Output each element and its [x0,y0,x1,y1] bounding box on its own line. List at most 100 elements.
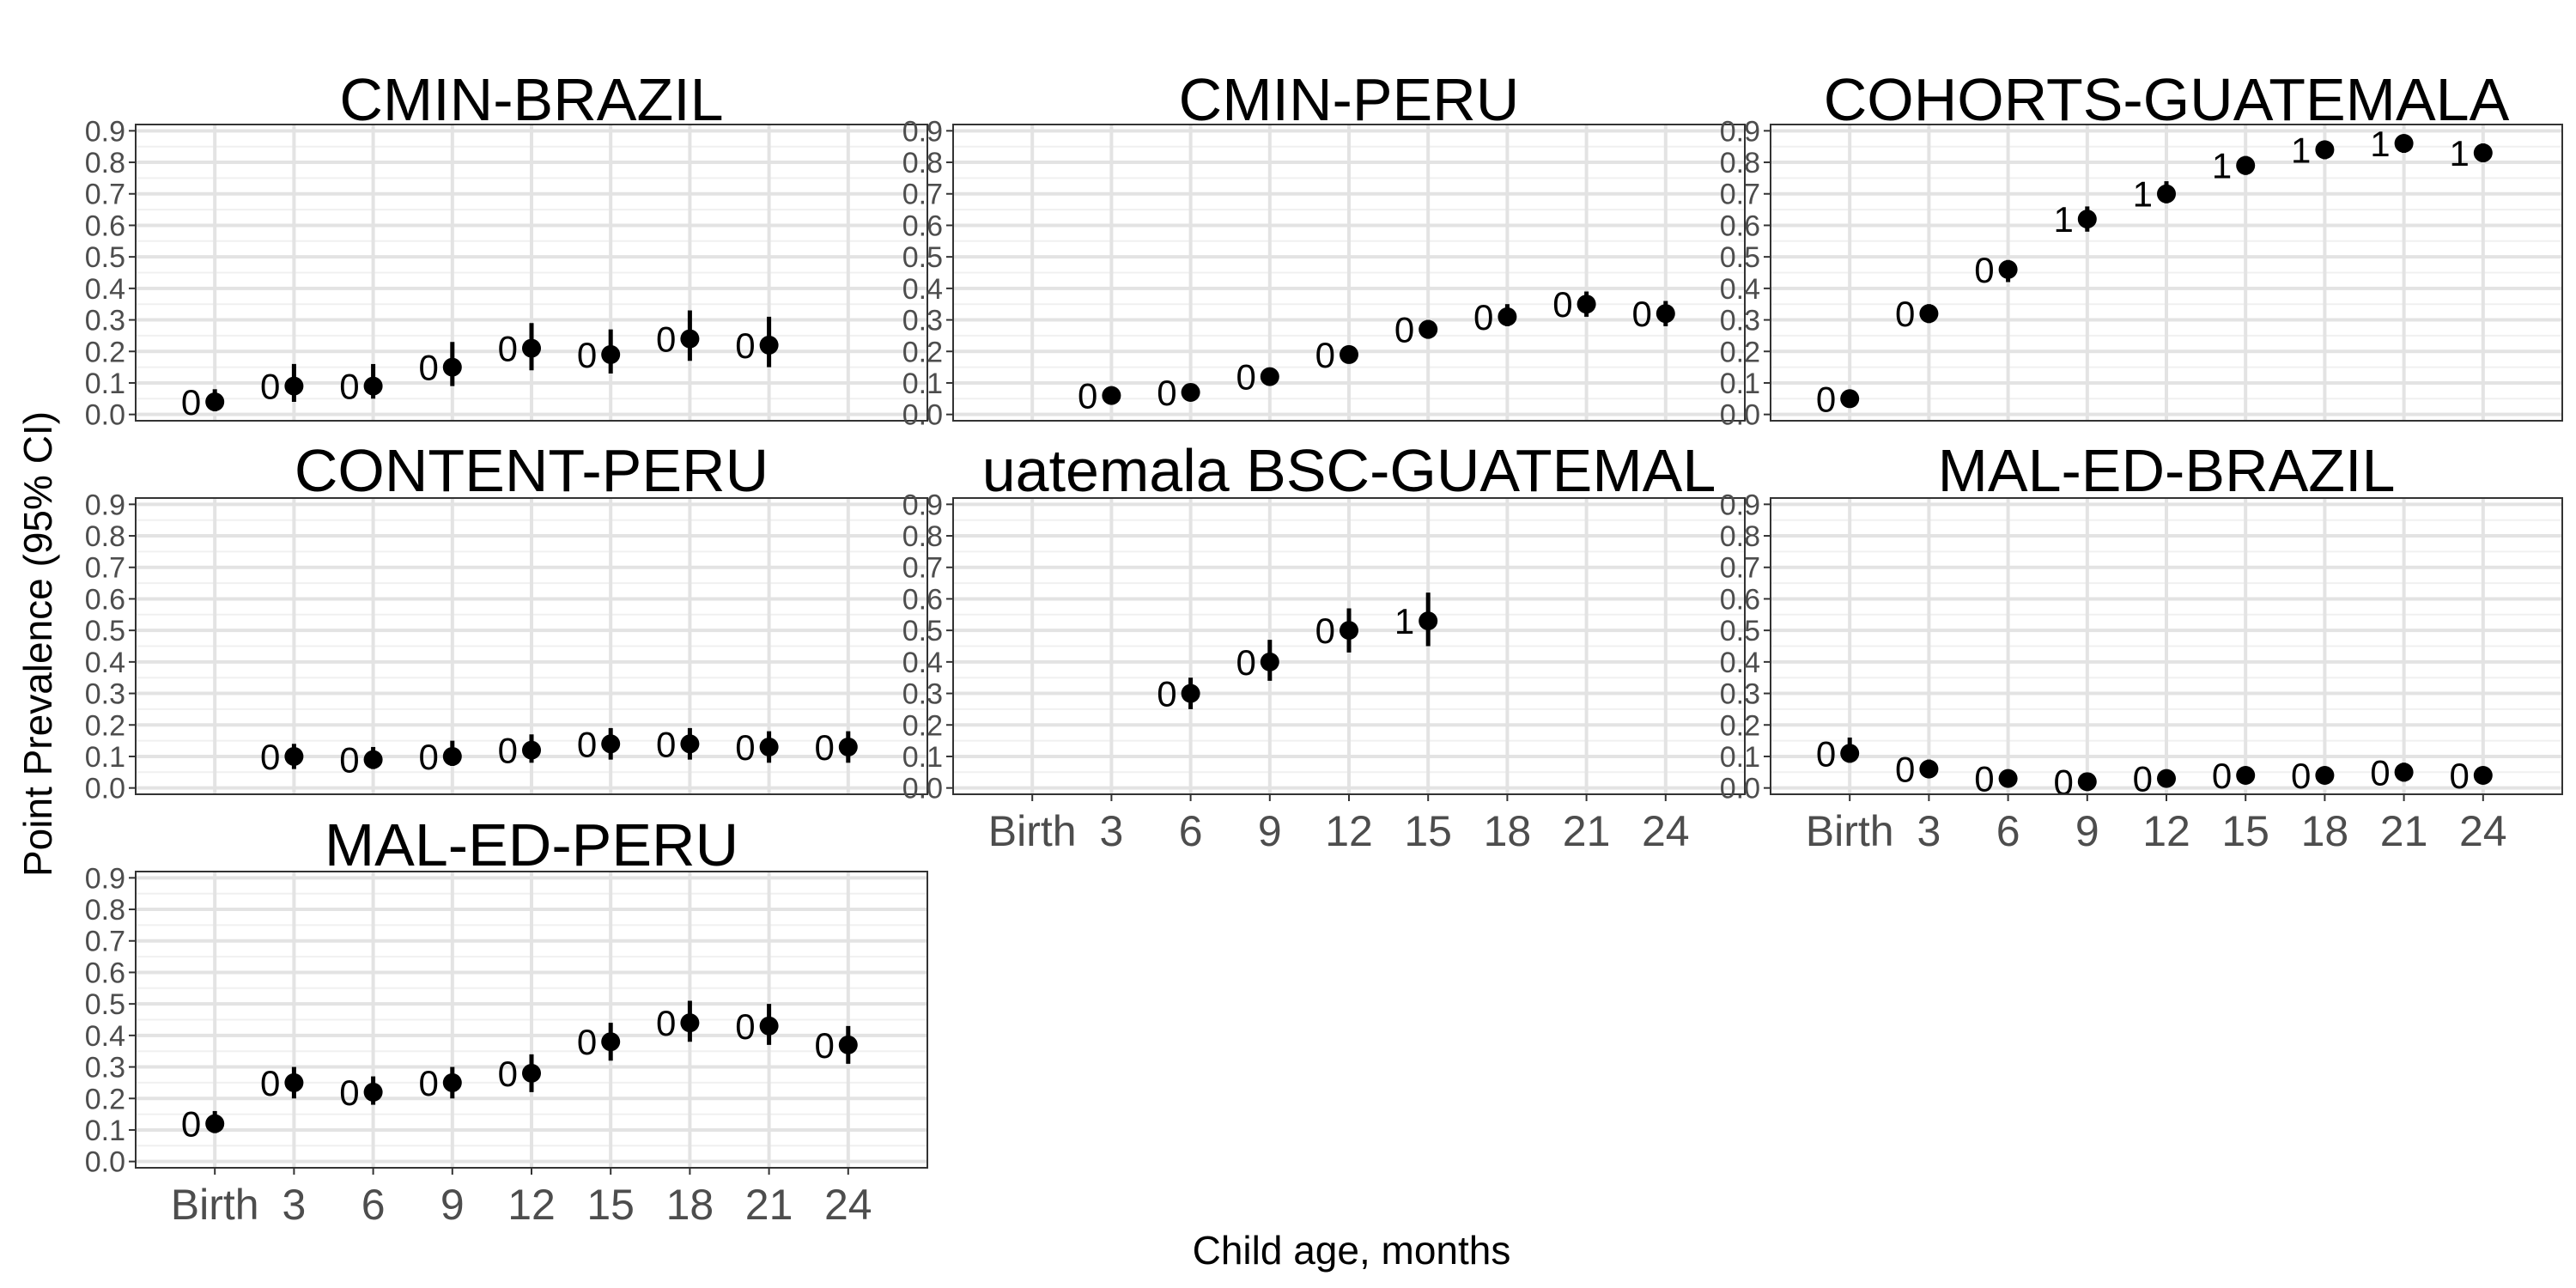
data-point [2236,765,2256,785]
data-point [1656,304,1675,324]
data-point [442,1072,462,1092]
data-label: 0 [1552,284,1572,325]
data-label: 0 [181,382,201,422]
data-point [284,746,304,766]
data-point [601,1032,621,1052]
y-tick-label: 0.0 [85,773,125,805]
data-label: 0 [1078,376,1097,416]
x-tick-label: 18 [666,1181,714,1229]
y-tick-label: 0.9 [85,115,125,148]
data-point [1340,621,1358,641]
y-tick-label: 0.2 [85,336,125,368]
data-point [1577,295,1596,314]
data-label: 0 [418,1063,438,1103]
panel-title: MAL-ED-PERU [325,811,738,878]
data-label: 0 [1974,250,1994,290]
y-tick-label: 0.9 [1720,115,1760,148]
panel: 0 0 0 1 0.00.10.20.30.40.50.60.70.80.9 Birth 3… [902,437,1746,855]
data-point [522,1063,541,1083]
data-point [284,1072,304,1092]
data-point [522,338,541,358]
data-point [2077,210,2097,229]
x-tick-label: 12 [1325,807,1373,855]
x-tick-label: Birth [1806,807,1894,855]
y-tick-label: 0.6 [85,957,125,989]
data-point [1419,611,1438,631]
data-point [601,734,621,754]
x-tick-label: 24 [2459,807,2507,855]
y-tick-label: 0.3 [85,678,125,711]
data-point [759,1016,779,1036]
panel-title: CMIN-PERU [1179,66,1520,133]
x-tick-label: 6 [1996,807,2020,855]
data-label: 0 [2370,752,2390,793]
y-tick-label: 0.6 [902,583,943,616]
data-point [363,750,383,769]
x-tick-label: Birth [988,807,1077,855]
data-point [2473,143,2493,163]
data-point [363,1082,383,1102]
y-tick-label: 0.2 [85,709,125,742]
data-point [1181,683,1200,703]
data-label: 0 [1394,310,1414,350]
data-label: 0 [339,1072,359,1113]
data-point [1260,367,1279,386]
y-tick-label: 0.8 [1720,147,1760,179]
y-tick-label: 0.6 [1720,210,1760,242]
data-label: 0 [735,727,755,768]
y-tick-label: 0.1 [1720,368,1760,400]
y-tick-label: 0.8 [1720,520,1760,553]
data-point [838,737,858,756]
y-tick-label: 0.5 [1720,241,1760,274]
data-label: 0 [1236,642,1255,683]
data-label: 0 [339,367,359,407]
data-point [522,740,541,760]
panel: 0 0 0 0 0 0 0 0 0.00.10.20.30.40.50.60.70.80.9 CO… [85,437,928,805]
data-point [601,344,621,364]
chart-panels: 0 0 0 0 0 0 0 00.00.10.20.30.40.50.60.70.80.9 CM… [85,66,2563,1229]
data-label: 0 [1974,759,1994,799]
data-label: 0 [498,731,518,771]
y-tick-label: 0.7 [1720,179,1760,211]
data-label: 0 [814,727,834,768]
y-tick-label: 0.2 [902,336,943,368]
y-axis-title: Point Prevalence (95% CI) [15,411,60,877]
y-tick-label: 0.4 [85,647,125,679]
data-label: 0 [1315,611,1335,651]
y-tick-label: 0.9 [85,489,125,521]
y-tick-label: 0.3 [902,678,943,711]
y-tick-label: 0.1 [85,1115,125,1147]
data-point [2315,140,2335,160]
y-tick-label: 0.7 [902,552,943,585]
data-point [759,737,779,756]
data-point [1998,259,2018,279]
x-tick-label: Birth [171,1181,259,1229]
data-point [1998,769,2018,788]
data-point [363,376,383,396]
y-tick-label: 0.3 [1720,305,1760,337]
data-label: 0 [656,319,676,360]
panel-title: COHORTS-GUATEMALA [1824,66,2510,133]
data-point [680,329,700,349]
data-label: 1 [1394,601,1414,641]
data-label: 0 [1473,297,1493,337]
data-label: 0 [1816,733,1836,774]
y-tick-label: 0.3 [85,305,125,337]
data-label: 0 [577,724,597,764]
y-tick-label: 0.2 [902,709,943,742]
x-tick-label: 6 [1179,807,1203,855]
y-tick-label: 0.3 [902,305,943,337]
y-tick-label: 0.3 [85,1052,125,1084]
x-tick-label: 15 [586,1181,635,1229]
data-point [2236,155,2256,175]
data-point [2315,765,2335,785]
data-point [1419,319,1438,339]
data-point [205,1114,225,1133]
data-point [680,734,700,754]
data-label: 0 [577,335,597,375]
x-tick-label: 3 [282,1181,306,1229]
y-tick-label: 0.2 [85,1083,125,1115]
data-point [442,357,462,377]
data-label: 0 [814,1025,834,1066]
